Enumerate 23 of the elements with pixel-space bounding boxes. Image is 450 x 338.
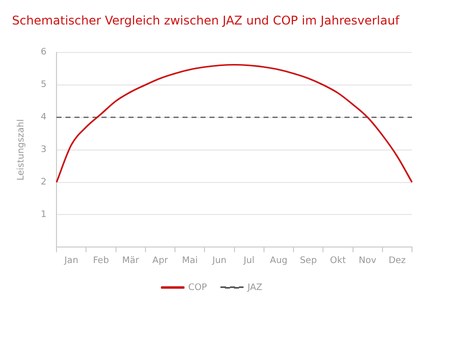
y-tick-label: 5 [40, 80, 47, 90]
x-tick-label: Apr [152, 256, 168, 266]
x-tick-label: Aug [270, 256, 288, 266]
y-tick-label: 1 [40, 210, 47, 220]
y-tick-label: 3 [40, 145, 47, 156]
y-tick-label: 4 [40, 112, 47, 123]
line-series [56, 64, 413, 184]
x-tick-label: Jun [211, 256, 226, 266]
x-tick-label: Okt [330, 256, 346, 266]
x-tick-label: Nov [358, 256, 378, 266]
y-tick-label: 6 [40, 48, 47, 58]
x-tick-label: Mai [182, 256, 198, 266]
legend-label: COP [188, 282, 208, 293]
y-tick-label: 2 [40, 178, 47, 188]
x-tick-label: Feb [92, 256, 110, 266]
x-tick-label: Jul [242, 256, 255, 266]
x-tick-label: Sep [300, 256, 318, 266]
x-tick-label: Dez [388, 256, 406, 266]
chart-title: Schematischer Vergleich zwischen JAZ und COP im Jahresverlauf [12, 13, 400, 28]
x-tick-label: Jan [63, 256, 78, 266]
legend-label: JAZ [246, 282, 262, 293]
y-axis-title: Leistungszahl [16, 119, 27, 180]
x-tick-label: Mär [122, 256, 140, 266]
